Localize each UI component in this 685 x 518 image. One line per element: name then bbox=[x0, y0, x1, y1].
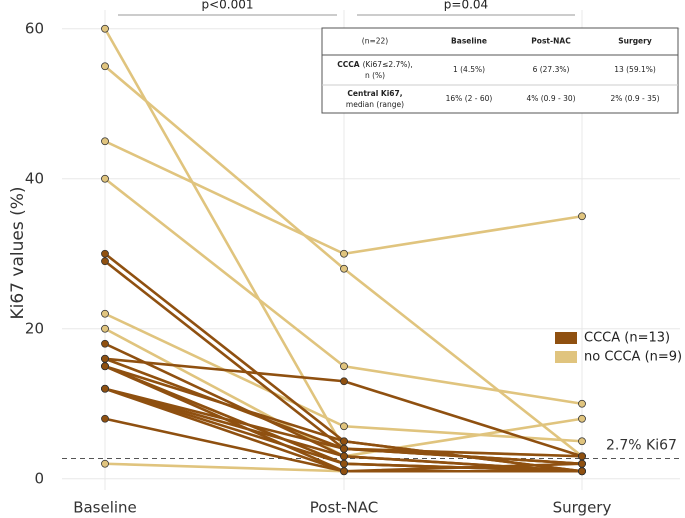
table-header: Baseline bbox=[451, 37, 487, 46]
point bbox=[340, 452, 348, 461]
point bbox=[340, 264, 348, 273]
table-cell: 13 (59.1%) bbox=[614, 65, 656, 74]
point bbox=[340, 437, 348, 446]
point bbox=[101, 62, 109, 71]
table-cell: 1 (4.5%) bbox=[453, 65, 485, 74]
point bbox=[101, 362, 109, 371]
table-cell: 16% (2 - 60) bbox=[446, 94, 493, 103]
point bbox=[101, 249, 109, 258]
point bbox=[101, 459, 109, 468]
y-tick-label: 0 bbox=[34, 469, 44, 487]
point bbox=[101, 384, 109, 393]
point bbox=[578, 212, 586, 221]
point bbox=[340, 467, 348, 476]
point bbox=[578, 437, 586, 446]
table-row-label: Central Ki67, bbox=[347, 89, 402, 98]
y-tick-label: 40 bbox=[25, 169, 44, 187]
x-tick-label: Surgery bbox=[553, 499, 612, 517]
table-header: (n=22) bbox=[362, 37, 389, 46]
x-tick-label: Baseline bbox=[73, 499, 137, 517]
row-label-bold: CCCA bbox=[337, 60, 360, 69]
point bbox=[101, 324, 109, 333]
point bbox=[340, 362, 348, 371]
x-tick-label: Post-NAC bbox=[310, 499, 379, 517]
legend-label: CCCA (n=13) bbox=[584, 331, 670, 346]
point bbox=[340, 249, 348, 258]
row-sublabel-2: n (%) bbox=[365, 71, 385, 80]
y-axis-title: Ki67 values (%) bbox=[8, 186, 28, 319]
point bbox=[578, 459, 586, 468]
significance-label: p=0.04 bbox=[444, 0, 488, 12]
point bbox=[340, 459, 348, 468]
point bbox=[101, 354, 109, 363]
table-row-label: CCCA (Ki67≤2.7%), bbox=[337, 60, 412, 69]
y-tick-label: 20 bbox=[25, 319, 44, 337]
legend-swatch bbox=[555, 351, 577, 363]
table-header-bg bbox=[321, 27, 679, 56]
point bbox=[340, 377, 348, 386]
table-header: Post-NAC bbox=[531, 37, 571, 46]
row-label-bold: Central Ki67, bbox=[347, 89, 402, 98]
point bbox=[101, 137, 109, 146]
point bbox=[101, 24, 109, 33]
table-cell: 4% (0.9 - 30) bbox=[526, 94, 575, 103]
point bbox=[101, 309, 109, 318]
table-cell: 6 (27.3%) bbox=[533, 65, 570, 74]
point bbox=[578, 414, 586, 423]
y-tick-label: 60 bbox=[25, 19, 44, 37]
point bbox=[101, 414, 109, 423]
row-sublabel: median (range) bbox=[346, 100, 404, 109]
legend-swatch bbox=[555, 332, 577, 344]
reference-label: 2.7% Ki67 bbox=[606, 438, 677, 454]
point bbox=[101, 174, 109, 183]
point bbox=[578, 452, 586, 461]
point bbox=[578, 467, 586, 476]
row-sublabel: (Ki67≤2.7%), bbox=[363, 60, 413, 69]
legend-label: no CCCA (n=9) bbox=[584, 350, 682, 365]
point bbox=[340, 444, 348, 453]
table-header: Surgery bbox=[618, 37, 652, 46]
point bbox=[340, 422, 348, 431]
point bbox=[101, 339, 109, 348]
significance-label: p<0.001 bbox=[201, 0, 253, 12]
table-cell: 2% (0.9 - 35) bbox=[610, 94, 659, 103]
point bbox=[578, 399, 586, 408]
point bbox=[101, 257, 109, 266]
